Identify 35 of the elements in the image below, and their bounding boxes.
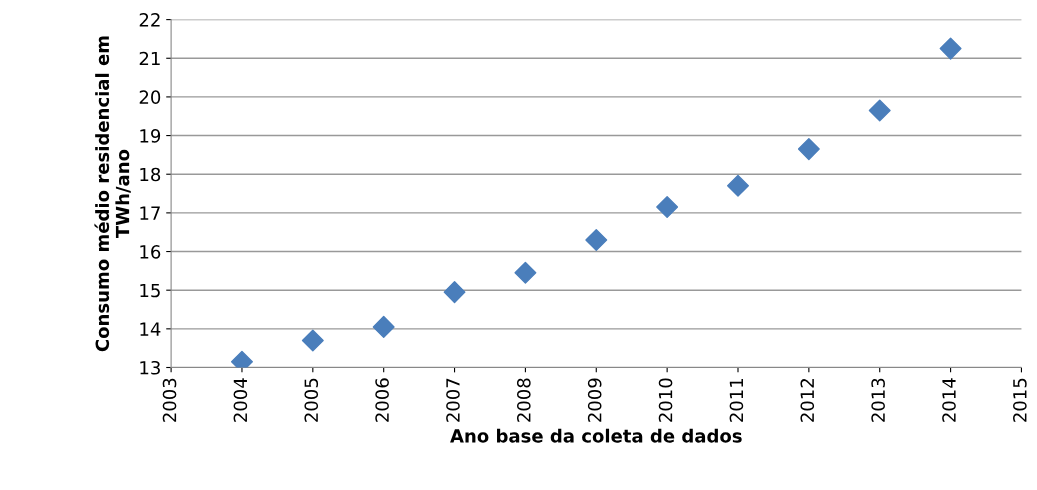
point xyxy=(585,228,608,251)
y-axis-title: Consumo médio residencial em TWh/ano xyxy=(94,36,131,352)
x-tick-label: 2011 xyxy=(729,378,744,422)
x-tick-label: 2004 xyxy=(233,378,248,422)
x-tick-label: 2006 xyxy=(375,378,389,422)
x-tick-label: 2007 xyxy=(446,378,460,422)
point xyxy=(372,315,395,338)
x-tick-label: 2012 xyxy=(800,379,815,422)
y-tick-label: 21 xyxy=(139,51,160,66)
x-tick-label: 2003 xyxy=(162,378,177,422)
y-tick-label: 14 xyxy=(140,322,161,336)
y-tick-label: 16 xyxy=(140,244,161,259)
y-tick-label: 22 xyxy=(139,13,160,27)
point xyxy=(797,138,820,161)
point xyxy=(727,174,749,197)
point xyxy=(514,261,537,284)
point xyxy=(939,37,962,60)
point xyxy=(443,281,466,304)
point xyxy=(656,196,679,219)
y-tick-label: 15 xyxy=(140,283,160,298)
y-tick-label: 13 xyxy=(140,360,160,375)
point xyxy=(301,329,324,352)
y-tick-label: 18 xyxy=(140,167,161,182)
y-tick-label: 17 xyxy=(140,206,160,220)
y-tick-label: 20 xyxy=(139,90,161,105)
x-axis-title: Ano base da coleta de dados xyxy=(450,428,742,443)
y-tick-label: 19 xyxy=(140,129,161,143)
x-tick-label: 2014 xyxy=(942,378,956,422)
x-tick-label: 2015 xyxy=(1013,378,1027,422)
x-tick-label: 2005 xyxy=(304,378,319,422)
x-tick-label: 2008 xyxy=(516,378,531,422)
x-tick-label: 2010 xyxy=(658,378,673,422)
x-tick-label: 2013 xyxy=(871,378,885,422)
point xyxy=(868,99,891,122)
x-tick-label: 2009 xyxy=(587,378,602,422)
